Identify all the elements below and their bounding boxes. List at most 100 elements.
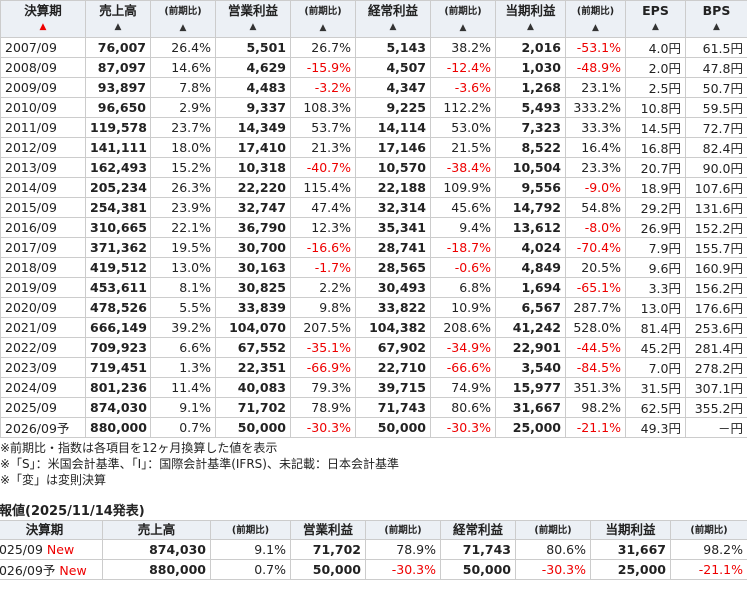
value-cell: -16.6% bbox=[290, 237, 356, 258]
value-cell: 2.2% bbox=[290, 277, 356, 298]
note: ※「変」は変則決算 bbox=[0, 473, 107, 487]
table-row: 2008/09 87,097 14.6% 4,629 -15.9% 4,507 -12.4%… bbox=[0, 57, 747, 78]
sort-arrow: ▲ bbox=[713, 22, 720, 32]
table-row: 2010/09 96,650 2.9% 9,337 108.3% 9,225 112.2% 5… bbox=[0, 97, 747, 118]
value-cell: 208.6% bbox=[430, 317, 496, 338]
column-header[interactable]: 売上高 ▲ bbox=[85, 0, 151, 38]
value-cell: 26.9円 bbox=[625, 217, 686, 238]
value-cell: -8.0% bbox=[565, 217, 626, 238]
value-cell: 23.1% bbox=[565, 77, 626, 98]
table-row: 2026/09予 880,000 0.7% 50,000 -30.3% 50,000 -30… bbox=[0, 417, 747, 438]
header-label: (前期比) bbox=[534, 525, 572, 536]
value-cell: -53.1% bbox=[565, 37, 626, 58]
value-cell: 419,512 bbox=[85, 257, 151, 278]
value-cell: 14.5円 bbox=[625, 117, 686, 138]
value-cell: -66.9% bbox=[290, 357, 356, 378]
header-label: 売上高 bbox=[99, 3, 137, 18]
value-cell: 9,556 bbox=[495, 177, 566, 198]
value-cell: 45.2円 bbox=[625, 337, 686, 358]
value-cell: 80.6% bbox=[515, 539, 591, 560]
value-cell: -18.7% bbox=[430, 237, 496, 258]
value-cell: 25,000 bbox=[590, 559, 671, 580]
column-header[interactable]: EPS ▲ bbox=[625, 0, 686, 38]
value-cell: -30.3% bbox=[290, 417, 356, 438]
value-cell: 719,451 bbox=[85, 357, 151, 378]
value-cell: 10,318 bbox=[215, 157, 291, 178]
value-cell: 61.5円 bbox=[685, 37, 747, 58]
column-header[interactable]: (前期比) ▲ bbox=[150, 0, 216, 38]
value-cell: 5,501 bbox=[215, 37, 291, 58]
sort-arrow: ▲ bbox=[652, 22, 659, 32]
column-header[interactable]: (前期比) ▲ bbox=[565, 0, 626, 38]
value-cell: 2.5円 bbox=[625, 77, 686, 98]
header-label: 売上高 bbox=[137, 522, 176, 537]
table-row: 2011/09 119,578 23.7% 14,349 53.7% 14,114 53.0… bbox=[0, 117, 747, 138]
value-cell: 152.2円 bbox=[685, 217, 747, 238]
value-cell: 10,570 bbox=[355, 157, 431, 178]
value-cell: 7,323 bbox=[495, 117, 566, 138]
table-row: 2026/09予 New880,0000.7%50,000-30.3%50,00… bbox=[0, 559, 747, 580]
notes: ※前期比・指数は各項目を12ヶ月換算した値を表示 ※「S」：米国会計基準、「I」：… bbox=[0, 440, 399, 488]
column-header[interactable]: 決算期 ▲ bbox=[0, 0, 86, 38]
value-cell: 28,741 bbox=[355, 237, 431, 258]
value-cell: 22,220 bbox=[215, 177, 291, 198]
value-cell: 71,743 bbox=[355, 397, 431, 418]
period-cell: 2020/09 bbox=[0, 297, 86, 318]
value-cell: 59.5円 bbox=[685, 97, 747, 118]
value-cell: 281.4円 bbox=[685, 337, 747, 358]
sort-arrow: ▲ bbox=[592, 23, 599, 33]
period-cell: 2016/09 bbox=[0, 217, 86, 238]
value-cell: 29.2円 bbox=[625, 197, 686, 218]
value-cell: －円 bbox=[685, 417, 747, 438]
value-cell: 67,552 bbox=[215, 337, 291, 358]
period-cell: 2012/09 bbox=[0, 137, 86, 158]
value-cell: 9,225 bbox=[355, 97, 431, 118]
value-cell: 371,362 bbox=[85, 237, 151, 258]
value-cell: 14,792 bbox=[495, 197, 566, 218]
value-cell: -30.3% bbox=[365, 559, 441, 580]
table-row: 2021/09 666,149 39.2% 104,070 207.5% 104,382 2… bbox=[0, 317, 747, 338]
value-cell: 141,111 bbox=[85, 137, 151, 158]
value-cell: 4,629 bbox=[215, 57, 291, 78]
value-cell: 9.1% bbox=[210, 539, 291, 560]
period-cell: 2022/09 bbox=[0, 337, 86, 358]
value-cell: 14,349 bbox=[215, 117, 291, 138]
value-cell: 9,337 bbox=[215, 97, 291, 118]
table-row: 2024/09 801,236 11.4% 40,083 79.3% 39,715 74.9… bbox=[0, 377, 747, 398]
column-header[interactable]: 営業利益 ▲ bbox=[215, 0, 291, 38]
table-row: 2023/09 719,451 1.3% 22,351 -66.9% 22,710 -66.… bbox=[0, 357, 747, 378]
column-header: (前期比) bbox=[515, 520, 591, 540]
sort-arrow: ▲ bbox=[389, 22, 397, 32]
value-cell: 8,522 bbox=[495, 137, 566, 158]
value-cell: 79.3% bbox=[290, 377, 356, 398]
value-cell: 31,667 bbox=[495, 397, 566, 418]
value-cell: 2.0円 bbox=[625, 57, 686, 78]
table-row: 2019/09 453,611 8.1% 30,825 2.2% 30,493 6.8% 1,… bbox=[0, 277, 747, 298]
column-header[interactable]: (前期比) ▲ bbox=[430, 0, 496, 38]
sort-arrow: ▲ bbox=[527, 22, 534, 32]
column-header[interactable]: (前期比) ▲ bbox=[290, 0, 356, 38]
value-cell: 155.7円 bbox=[685, 237, 747, 258]
column-header[interactable]: 当期利益 ▲ bbox=[495, 0, 566, 38]
column-header[interactable]: 経常利益 ▲ bbox=[355, 0, 431, 38]
value-cell: 40,083 bbox=[215, 377, 291, 398]
header-label: 営業利益 bbox=[302, 522, 353, 537]
value-cell: 30,700 bbox=[215, 237, 291, 258]
value-cell: 880,000 bbox=[102, 559, 211, 580]
table-row: 2013/09 162,493 15.2% 10,318 -40.7% 10,570 -38… bbox=[0, 157, 747, 178]
value-cell: 6,567 bbox=[495, 297, 566, 318]
value-cell: 7.9円 bbox=[625, 237, 686, 258]
value-cell: 9.1% bbox=[150, 397, 216, 418]
value-cell: 2,016 bbox=[495, 37, 566, 58]
column-header[interactable]: BPS ▲ bbox=[685, 0, 747, 38]
value-cell: 4,347 bbox=[355, 77, 431, 98]
value-cell: 528.0% bbox=[565, 317, 626, 338]
value-cell: 3.3円 bbox=[625, 277, 686, 298]
value-cell: 22,901 bbox=[495, 337, 566, 358]
value-cell: 16.4% bbox=[565, 137, 626, 158]
value-cell: -30.3% bbox=[430, 417, 496, 438]
value-cell: 39,715 bbox=[355, 377, 431, 398]
value-cell: 71,702 bbox=[290, 539, 366, 560]
value-cell: -21.1% bbox=[565, 417, 626, 438]
value-cell: 33,822 bbox=[355, 297, 431, 318]
